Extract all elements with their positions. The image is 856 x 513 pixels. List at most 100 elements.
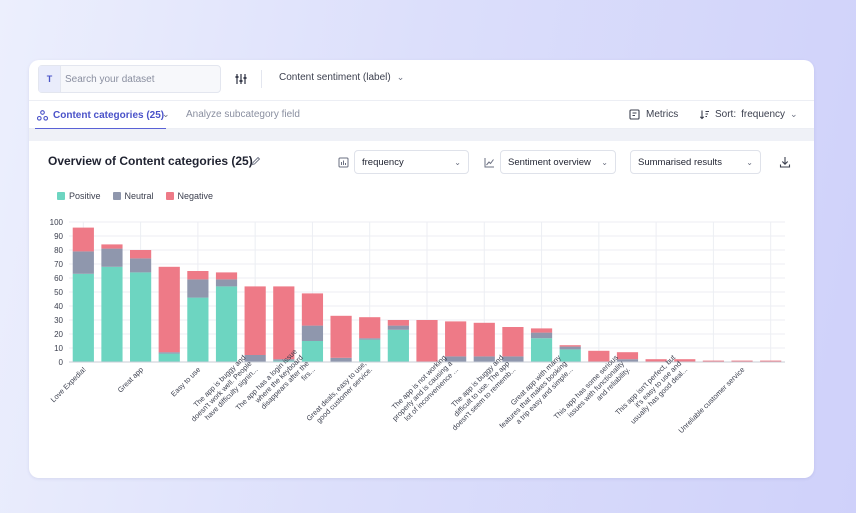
download-icon[interactable] [779, 156, 791, 168]
bar-segment-negative[interactable] [187, 271, 209, 280]
bar-segment-negative[interactable] [559, 345, 581, 347]
bar-segment-negative[interactable] [359, 317, 381, 339]
bar-segment-positive[interactable] [301, 341, 324, 362]
bar-segment-negative[interactable] [616, 352, 639, 360]
metrics-icon [629, 109, 640, 120]
bar-segment-negative[interactable] [273, 286, 295, 360]
bar-segment-positive[interactable] [101, 266, 123, 362]
metrics-button[interactable]: Metrics [629, 109, 678, 120]
y-tick-label: 0 [59, 358, 64, 367]
bar-segment-neutral[interactable] [273, 359, 295, 361]
x-tick-label: Easy to use [169, 365, 202, 398]
bar-segment-neutral[interactable] [359, 338, 381, 340]
search-input[interactable] [65, 66, 215, 92]
chart-panel: Overview of Content categories (25) freq… [38, 141, 805, 478]
bar-segment-positive[interactable] [130, 272, 152, 362]
bar-segment-negative[interactable] [72, 227, 94, 252]
bar-segment-neutral[interactable] [215, 279, 238, 287]
sentiment-field-label: Content sentiment (label) [279, 72, 391, 83]
edit-pencil-icon[interactable] [251, 156, 261, 166]
y-tick-label: 100 [50, 218, 64, 227]
chevron-down-icon: ⌄ [454, 157, 461, 167]
bar-segment-positive[interactable] [273, 360, 295, 362]
analyze-subcategory-link[interactable]: Analyze subcategory field [186, 109, 300, 120]
bar-segment-neutral[interactable] [301, 325, 324, 341]
bar-segment-negative[interactable] [445, 321, 467, 357]
tab-content-categories-label: Content categories (25) [53, 109, 165, 121]
bar-segment-neutral[interactable] [616, 359, 639, 362]
legend-label: Neutral [124, 191, 154, 201]
bar-segment-positive[interactable] [530, 338, 553, 362]
results-dropdown[interactable]: Summarised results ⌄ [630, 150, 761, 174]
bar-segment-negative[interactable] [101, 244, 123, 249]
bar-segment-negative[interactable] [530, 328, 553, 333]
chart-type-icon [338, 157, 349, 168]
bar-segment-neutral[interactable] [387, 325, 409, 330]
metric-dropdown[interactable]: frequency ⌄ [354, 150, 469, 174]
panel-gap [29, 129, 814, 141]
legend-item-neutral[interactable]: Neutral [112, 191, 154, 201]
y-tick-label: 80 [54, 246, 63, 255]
bar-segment-positive[interactable] [559, 349, 581, 362]
bar-segment-negative[interactable] [702, 360, 724, 362]
view-dropdown[interactable]: Sentiment overview ⌄ [500, 150, 616, 174]
bar-segment-negative[interactable] [502, 327, 524, 357]
tab-content-categories[interactable]: Content categories (25) [34, 101, 167, 130]
bar-segment-neutral[interactable] [101, 248, 123, 267]
bar-segment-positive[interactable] [187, 297, 209, 362]
y-tick-label: 50 [54, 288, 63, 297]
sort-icon [699, 110, 709, 120]
bar-segment-neutral[interactable] [559, 346, 581, 350]
bar-segment-positive[interactable] [215, 286, 238, 362]
bar-segment-neutral[interactable] [130, 258, 152, 273]
bar-segment-neutral[interactable] [187, 279, 209, 298]
legend-item-positive[interactable]: Positive [57, 191, 101, 201]
x-tick-label: Great app [116, 365, 145, 394]
x-tick-label: The app is not workingproperly and is ca… [384, 352, 460, 428]
bar-segment-neutral[interactable] [502, 356, 524, 362]
bar-segment-negative[interactable] [760, 360, 782, 362]
x-tick-label-line: Great app [116, 365, 145, 394]
bar-segment-negative[interactable] [215, 272, 238, 280]
bar-segment-negative[interactable] [244, 286, 266, 355]
bar-segment-positive[interactable] [359, 339, 381, 362]
bar-segment-negative[interactable] [416, 320, 438, 362]
bar-segment-neutral[interactable] [158, 352, 180, 354]
categories-chevron-down-icon[interactable]: ⌄ [162, 109, 170, 119]
legend-item-negative[interactable]: Negative [165, 191, 213, 201]
y-tick-label: 20 [54, 330, 63, 339]
y-tick-label: 40 [54, 302, 63, 311]
sentiment-field-dropdown[interactable]: Content sentiment (label) ⌄ [279, 72, 404, 83]
bar-segment-negative[interactable] [330, 315, 352, 358]
bar-segment-neutral[interactable] [244, 355, 266, 362]
bar-segment-neutral[interactable] [473, 356, 495, 362]
bar-segment-negative[interactable] [158, 266, 180, 353]
bar-segment-neutral[interactable] [445, 356, 467, 362]
bar-segment-negative[interactable] [301, 293, 324, 326]
x-tick-label-line: good customer service. [314, 365, 374, 425]
x-tick-label: Love Expedia! [49, 365, 88, 404]
search-box[interactable]: T [38, 65, 221, 93]
chevron-down-icon: ⌄ [396, 72, 405, 82]
bar-segment-negative[interactable] [674, 359, 696, 362]
sort-chevron-down-icon: ⌄ [790, 109, 798, 119]
line-chart-icon [484, 158, 494, 168]
filter-sliders-icon[interactable] [234, 72, 248, 86]
bar-segment-negative[interactable] [645, 359, 667, 362]
bar-segment-neutral[interactable] [530, 332, 553, 339]
bar-segment-positive[interactable] [158, 353, 180, 362]
bar-segment-negative[interactable] [387, 320, 409, 326]
main-card: T Content sentiment (label) ⌄ Content ca… [29, 60, 814, 478]
bar-segment-negative[interactable] [130, 250, 152, 259]
bar-segment-positive[interactable] [72, 273, 94, 362]
bar-segment-neutral[interactable] [330, 357, 352, 362]
y-tick-label: 70 [54, 260, 63, 269]
bar-segment-negative[interactable] [473, 322, 495, 357]
sort-dropdown[interactable]: Sort: frequency ⌄ [699, 109, 798, 120]
x-tick-label-line: Unreliable customer service [676, 365, 746, 435]
bar-segment-negative[interactable] [588, 350, 610, 362]
chart-title: Overview of Content categories (25) [48, 154, 253, 168]
bar-segment-neutral[interactable] [72, 251, 94, 274]
bar-segment-negative[interactable] [731, 360, 753, 362]
bar-segment-positive[interactable] [387, 329, 409, 362]
